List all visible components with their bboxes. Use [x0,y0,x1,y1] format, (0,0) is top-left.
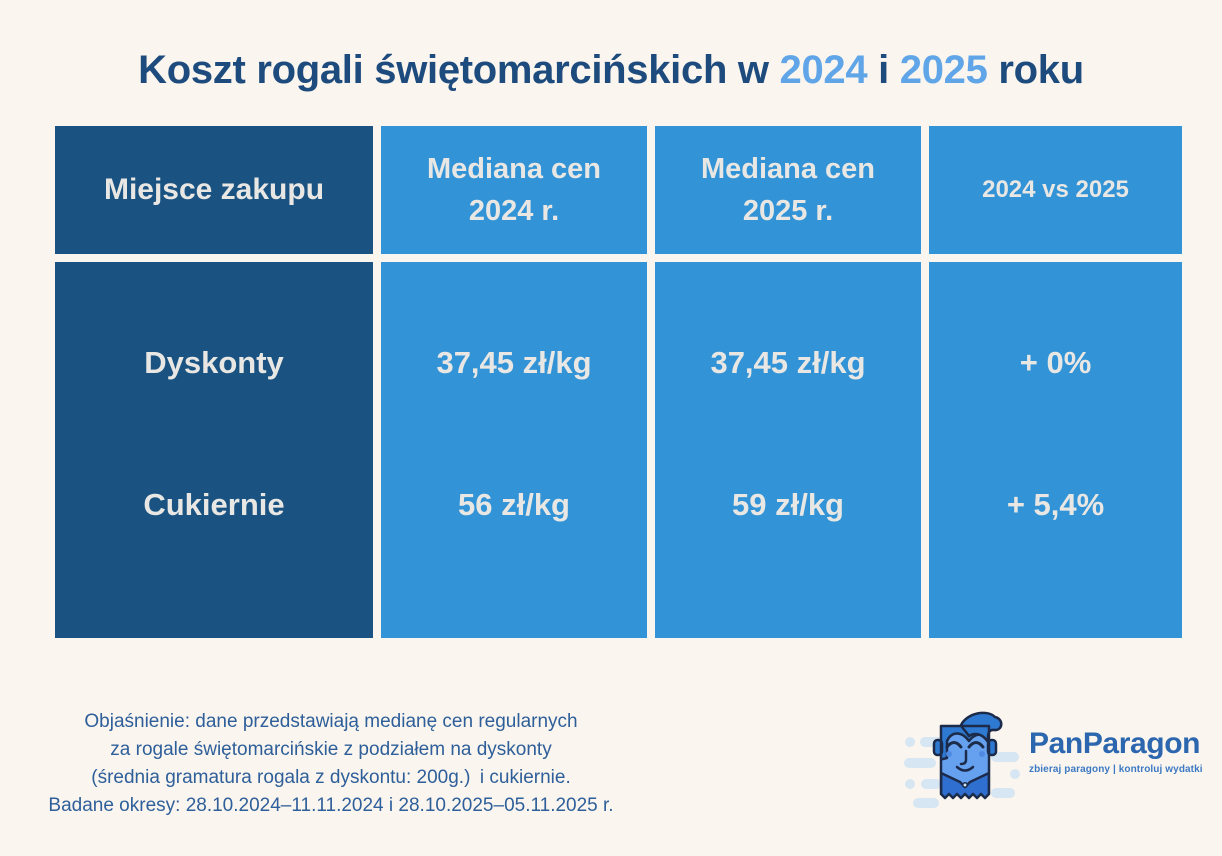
cell-row1-median-2024: 37,45 zł/kg [436,345,592,380]
title-year-2024: 2024 [779,48,868,92]
logo-tagline: zbieraj paragony | kontroluj wydatki [1029,764,1203,775]
logo-text: PanParagon zbieraj paragony | kontroluj … [1029,727,1203,775]
title-year-2025: 2025 [899,48,988,92]
cell-row1-change: + 0% [1019,345,1092,380]
cell-row2-change: + 5,4% [1006,487,1105,522]
header-cell-comparison: 2024 vs 2025 [929,126,1182,254]
panparagon-mascot-icon [904,711,1020,808]
footnote-line: Badane okresy: 28.10.2024–11.11.2024 i 2… [48,795,614,816]
price-table: Miejsce zakupu Mediana cen 2024 r. Media… [55,126,1182,638]
footnote-line: Objaśnienie: dane przedstawiają medianę … [84,711,578,732]
logo-wordmark: PanParagon [1029,727,1201,760]
footnote-line: za rogale świętomarcińskie z podziałem n… [110,739,552,760]
header-cell-median-2025: Mediana cen 2025 r. [655,126,921,254]
cell-row1-median-2025: 37,45 zł/kg [710,345,866,380]
cell-row2-median-2025: 59 zł/kg [732,487,844,522]
panparagon-logo: PanParagon zbieraj paragony | kontroluj … [901,700,1203,820]
column-median-2024: 37,45 zł/kg 56 zł/kg [381,262,647,638]
cell-row1-place: Dyskonty [144,345,284,380]
title-text-suffix: roku [987,48,1084,92]
header-cell-place: Miejsce zakupu [55,126,373,254]
cell-row2-median-2024: 56 zł/kg [458,487,570,522]
title-conjunction: i [867,48,900,92]
page-title: Koszt rogali świętomarcińskich w 2024 i … [0,50,1222,90]
footnote-line: (średnia gramatura rogala z dyskontu: 20… [91,767,571,788]
column-median-2025: 37,45 zł/kg 59 zł/kg [655,262,921,638]
header-cell-median-2024: Mediana cen 2024 r. [381,126,647,254]
column-place: Dyskonty Cukiernie [55,262,373,638]
footnote: Objaśnienie: dane przedstawiają medianę … [48,708,614,820]
cell-row2-place: Cukiernie [143,487,285,522]
title-text-prefix: Koszt rogali świętomarcińskich w [138,48,780,92]
column-comparison: + 0% + 5,4% [929,262,1182,638]
